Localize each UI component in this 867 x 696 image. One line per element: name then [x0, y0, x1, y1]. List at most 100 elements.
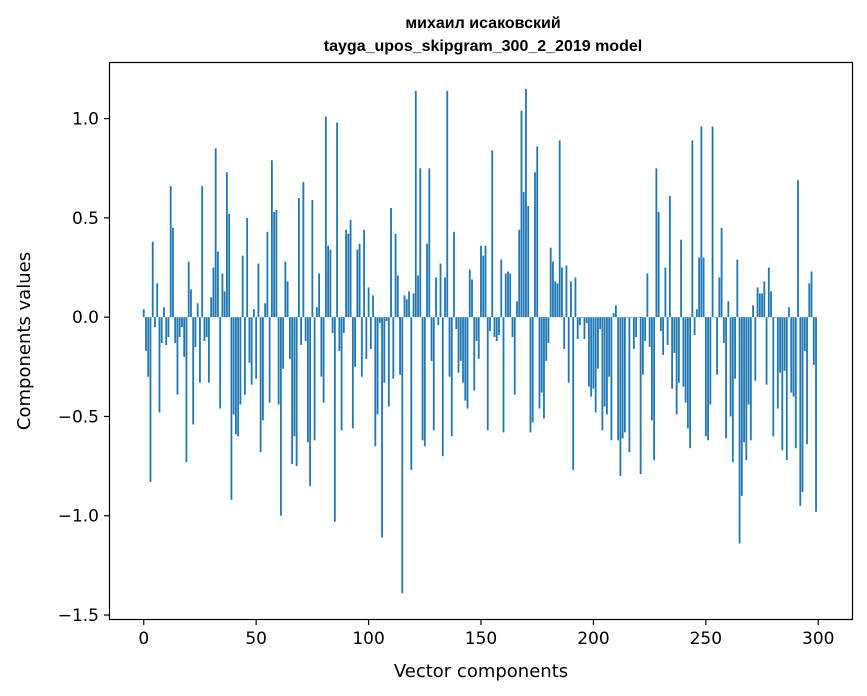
x-axis: 0 50 100 150 200 250 300	[138, 619, 834, 649]
bar	[266, 231, 269, 318]
bar	[522, 192, 525, 318]
bar	[192, 317, 195, 425]
bar	[516, 301, 518, 318]
bar	[414, 90, 417, 318]
bar	[185, 317, 188, 463]
bar	[304, 317, 307, 341]
bar	[776, 317, 779, 409]
bar	[151, 241, 154, 318]
bar	[291, 317, 294, 465]
bar	[599, 317, 602, 330]
bar	[637, 317, 640, 318]
bar	[666, 317, 669, 345]
bar	[570, 281, 572, 318]
bar	[630, 317, 633, 318]
bar	[457, 317, 460, 373]
bar	[401, 317, 404, 594]
bar	[163, 307, 165, 318]
bar	[145, 317, 147, 351]
bar	[725, 317, 727, 439]
bar	[720, 227, 723, 318]
bar	[588, 317, 590, 387]
bar	[689, 317, 692, 449]
bar	[583, 317, 586, 340]
bar	[199, 317, 201, 383]
x-tick-label: 250	[690, 629, 722, 649]
bar	[610, 317, 613, 441]
bar	[441, 317, 444, 457]
bar	[428, 168, 431, 318]
bar	[318, 273, 321, 318]
bar	[662, 317, 665, 355]
bar	[293, 317, 296, 437]
bar	[498, 317, 500, 336]
bar	[633, 317, 635, 349]
bar	[624, 317, 626, 433]
bar	[601, 317, 604, 431]
bar	[529, 317, 532, 433]
bar	[558, 140, 561, 318]
bar	[711, 126, 714, 318]
bar	[279, 317, 282, 516]
bar	[493, 317, 496, 338]
bar	[302, 182, 305, 318]
bar	[432, 317, 435, 431]
bar	[183, 317, 186, 357]
bar	[394, 233, 397, 318]
bar	[486, 317, 489, 431]
bar	[417, 275, 419, 318]
bar	[722, 317, 725, 343]
chart-title-line2: tayga_upos_skipgram_300_2_2019 model	[324, 38, 642, 55]
bar	[504, 273, 507, 318]
bar	[309, 317, 312, 486]
bar	[484, 245, 487, 318]
bar	[284, 261, 287, 318]
bar	[282, 317, 285, 369]
bar	[214, 148, 217, 318]
x-axis-label: Vector components	[394, 661, 568, 682]
bar	[268, 317, 271, 403]
bar	[552, 261, 554, 318]
bar	[426, 243, 428, 318]
bar	[390, 207, 392, 318]
bar	[693, 317, 696, 336]
bar	[226, 172, 228, 318]
bar	[635, 317, 638, 338]
bar	[365, 317, 368, 359]
bar	[749, 317, 752, 441]
bar	[608, 317, 611, 377]
chart-title-line1: михаил исаковский	[405, 15, 560, 32]
bar	[695, 309, 698, 318]
bar	[606, 317, 608, 415]
bar	[650, 317, 653, 421]
bar	[543, 317, 545, 419]
bar	[500, 259, 503, 318]
bar	[466, 317, 469, 409]
bar	[246, 217, 249, 318]
bar	[713, 317, 716, 318]
bar	[682, 317, 685, 387]
bar	[187, 261, 190, 318]
bar	[336, 122, 338, 318]
bar	[194, 317, 197, 347]
bar	[779, 317, 781, 373]
bar	[349, 219, 352, 318]
y-tick-label: 1.0	[72, 110, 99, 130]
bar	[160, 317, 163, 343]
bar	[716, 317, 718, 375]
bar	[567, 317, 570, 383]
bar	[482, 255, 485, 318]
bar	[239, 317, 242, 405]
bar	[691, 140, 694, 318]
bar	[808, 283, 811, 318]
bar	[518, 229, 521, 318]
bar	[221, 273, 224, 318]
bar	[351, 317, 354, 429]
bar	[374, 317, 377, 447]
bar	[235, 317, 237, 435]
bar	[709, 317, 712, 405]
bar	[378, 317, 381, 324]
bar	[621, 317, 624, 439]
bar	[799, 317, 802, 506]
bar	[396, 275, 399, 318]
